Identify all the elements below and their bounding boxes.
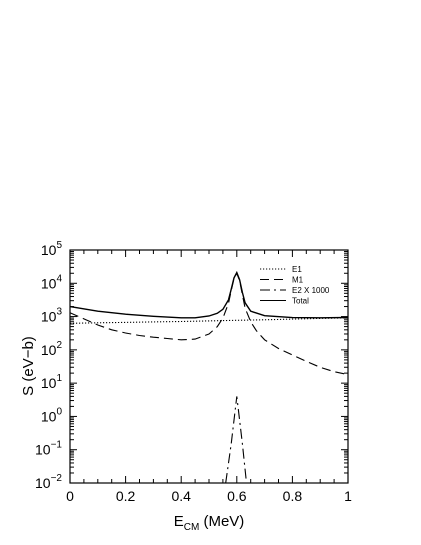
legend-label-e1: E1	[292, 265, 302, 274]
y-tick-label-5: 103	[41, 307, 63, 325]
y-tick-label-1: 10−1	[35, 440, 62, 458]
y-tick-label-0: 10−2	[35, 473, 62, 491]
tick-marks	[69, 249, 349, 484]
x-tick-label-3: 0.6	[227, 488, 247, 504]
y-axis-label: S (eV−b)	[20, 336, 37, 396]
x-tick-label-4: 0.8	[283, 488, 303, 504]
x-axis-label-sub: CM	[184, 522, 200, 533]
x-tick-label-2: 0.4	[171, 488, 191, 504]
legend-label-m1: M1	[292, 276, 304, 285]
series-lines	[69, 270, 349, 484]
series-line-total	[69, 270, 349, 319]
x-axis-label-main: E	[174, 513, 184, 530]
y-tick-label-4: 102	[41, 340, 63, 358]
x-tick-label-5: 1	[344, 488, 352, 504]
series-line-e2-x-1000	[225, 396, 248, 484]
legend-label-e2-x-1000: E2 X 1000	[292, 286, 330, 295]
legend-label-total: Total	[292, 297, 309, 306]
x-tick-label-1: 0.2	[116, 488, 136, 504]
x-tick-label-0: 0	[66, 488, 74, 504]
tick-labels: 0 0.2 0.4 0.6 0.8 1 10−2 10−1 100 101 102 103 104 105	[35, 240, 352, 504]
series-line-e1	[69, 317, 349, 324]
y-tick-label-3: 101	[41, 373, 63, 391]
y-tick-label-6: 104	[41, 273, 63, 291]
x-axis-label-rest: (MeV)	[199, 513, 244, 530]
y-tick-label-2: 100	[41, 406, 63, 424]
x-axis-label: ECM (MeV)	[174, 513, 245, 533]
y-tick-label-7: 105	[41, 240, 63, 258]
plot-frame	[69, 249, 349, 484]
